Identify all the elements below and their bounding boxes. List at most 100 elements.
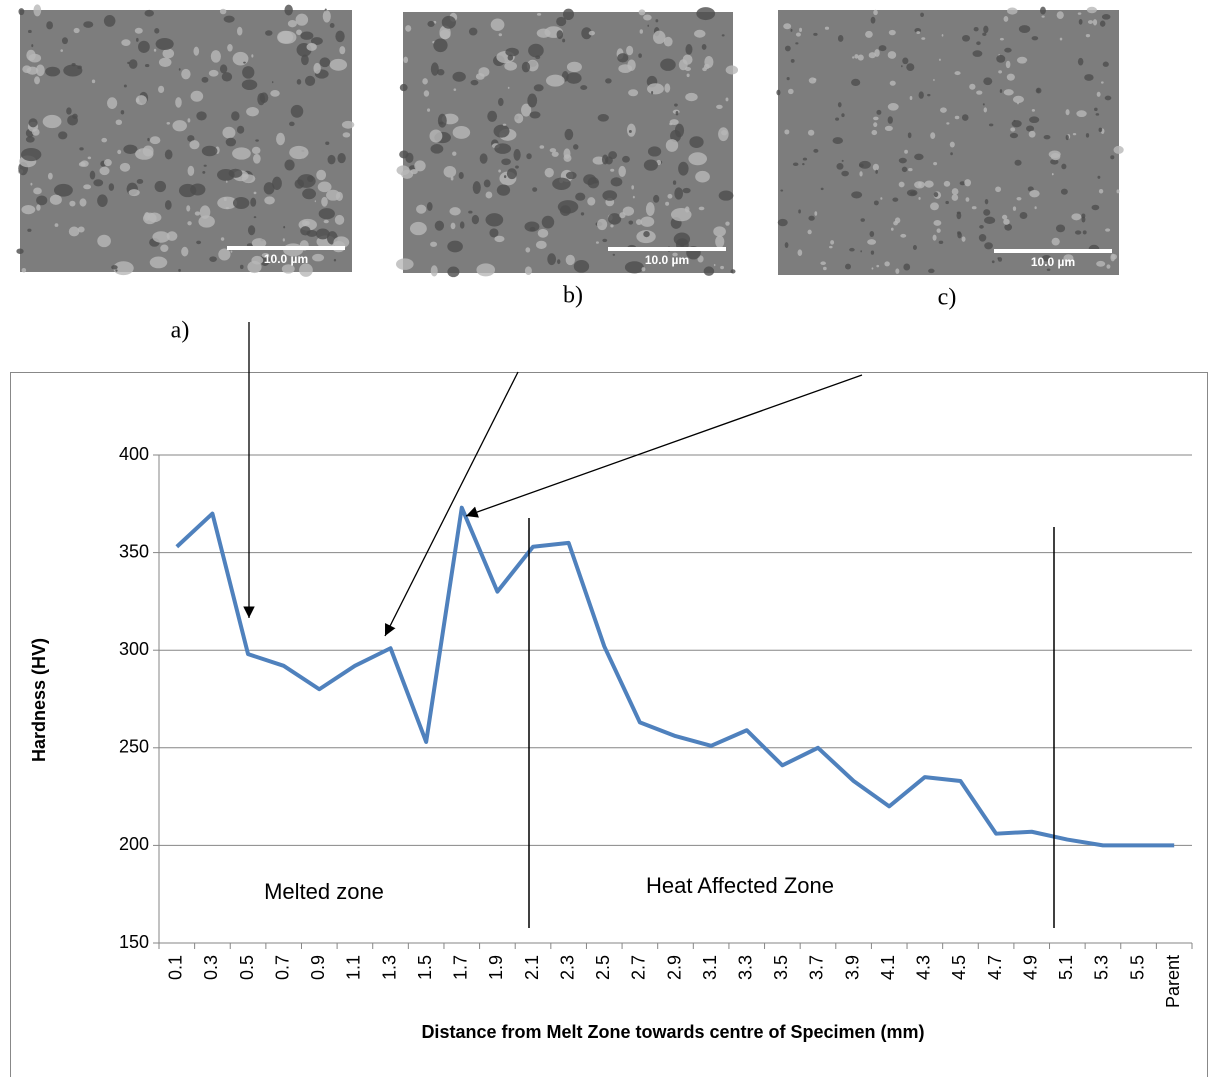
particle <box>605 78 612 83</box>
particle <box>255 139 259 141</box>
particle <box>202 171 205 174</box>
particle <box>187 221 191 225</box>
particle <box>1083 230 1087 234</box>
particle <box>472 215 479 224</box>
particle <box>175 97 182 108</box>
x-tick-label: 0.7 <box>272 955 292 980</box>
x-tick-label: 0.9 <box>308 955 328 980</box>
particle <box>508 87 510 89</box>
x-tick-label: 1.1 <box>344 955 364 980</box>
particle <box>508 55 513 61</box>
particle <box>982 33 986 36</box>
particle <box>251 54 253 57</box>
particle <box>713 226 726 236</box>
particle <box>33 4 41 16</box>
particle <box>829 246 833 248</box>
particle <box>695 171 710 183</box>
particle <box>716 105 723 109</box>
particle <box>80 198 87 206</box>
particle <box>1057 11 1064 19</box>
particle <box>284 159 294 170</box>
particle <box>117 150 121 154</box>
particle <box>880 197 882 200</box>
particle <box>494 143 511 153</box>
particle <box>1032 36 1039 40</box>
particle <box>497 185 510 196</box>
particle <box>1096 113 1100 116</box>
particle <box>648 146 661 156</box>
particle <box>865 31 873 38</box>
particle <box>900 234 906 238</box>
x-tick-label: 2.3 <box>557 955 577 980</box>
particle <box>945 201 949 204</box>
particle <box>424 90 429 96</box>
particle <box>538 229 549 238</box>
particle <box>666 139 678 152</box>
particle <box>928 269 935 273</box>
particle <box>499 33 502 36</box>
particle <box>416 205 426 214</box>
particle <box>179 68 181 71</box>
particle <box>1094 108 1098 111</box>
particle <box>1111 254 1117 260</box>
particle <box>573 144 578 149</box>
particle <box>873 10 878 15</box>
particle <box>992 260 995 263</box>
particle <box>107 97 117 109</box>
particle <box>858 55 864 61</box>
particle <box>97 194 108 207</box>
particle <box>583 174 596 185</box>
particle <box>580 85 587 90</box>
particle <box>324 220 329 223</box>
particle <box>962 35 970 42</box>
particle <box>337 153 345 163</box>
particle <box>913 245 917 250</box>
particle <box>422 78 428 84</box>
particle <box>613 254 615 256</box>
particle <box>639 9 646 15</box>
particle <box>165 200 172 210</box>
particle <box>685 44 692 55</box>
particle <box>597 219 607 230</box>
particle <box>983 26 988 33</box>
y-tick-label: 300 <box>119 639 149 659</box>
scale-bar <box>994 249 1112 253</box>
particle <box>1007 74 1015 81</box>
particle <box>88 157 91 160</box>
particle <box>315 200 316 202</box>
particle <box>545 168 554 178</box>
particle <box>778 219 788 226</box>
particle <box>910 191 916 195</box>
particle <box>567 62 582 72</box>
particle <box>181 69 190 79</box>
particle <box>276 133 285 145</box>
particle <box>478 67 489 77</box>
particle <box>1026 126 1034 132</box>
particle <box>1061 164 1066 170</box>
particle <box>1040 7 1046 15</box>
particle <box>954 71 960 75</box>
particle <box>1051 153 1061 160</box>
particle <box>808 230 812 235</box>
particle <box>195 211 200 215</box>
particle <box>891 228 894 231</box>
particle <box>1071 213 1081 220</box>
x-tick-label: 2.1 <box>522 955 542 980</box>
particle <box>104 15 116 27</box>
particle <box>940 107 947 112</box>
particle <box>196 111 206 120</box>
particle <box>21 205 35 214</box>
particle <box>1061 189 1068 195</box>
particle <box>313 63 320 74</box>
x-tick-label: 1.9 <box>486 955 506 980</box>
x-tick-label: 5.3 <box>1092 955 1112 980</box>
particle <box>901 65 903 67</box>
particle <box>226 138 236 147</box>
particle <box>498 98 504 106</box>
particle <box>283 226 285 229</box>
particle <box>809 77 817 83</box>
particle <box>480 153 488 163</box>
particle <box>908 168 913 171</box>
particle <box>452 151 456 155</box>
particle <box>996 55 1005 63</box>
